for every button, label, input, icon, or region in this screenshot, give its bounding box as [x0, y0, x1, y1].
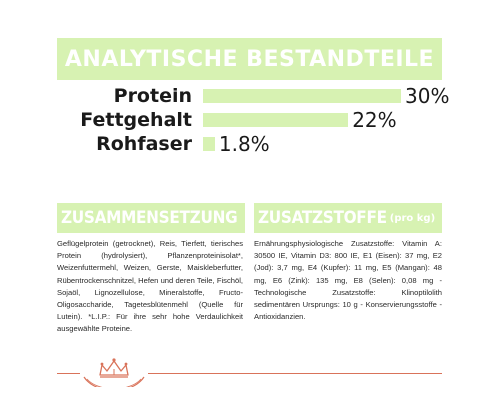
composition-text: Geflügelprotein (getrocknet), Reis, Tier… — [57, 239, 243, 334]
nutrient-value: 30% — [405, 84, 450, 108]
nutrient-label: Rohfaser — [96, 133, 192, 155]
nutrient-row-rohfaser: Rohfaser 1.8% — [0, 131, 500, 157]
nutrient-row-protein: Protein 30% — [0, 83, 500, 109]
nutrient-value: 1.8% — [218, 132, 270, 156]
additives-heading: ZUSATZSTOFFE (pro kg) — [254, 203, 442, 233]
additives-text: Ernährungsphysiologische Zusatzstoffe: V… — [254, 239, 442, 322]
additives-title-unit: (pro kg) — [389, 212, 436, 224]
nutrient-label: Protein — [113, 85, 192, 107]
section-title: ANALYTISCHE BESTANDTEILE — [64, 46, 435, 72]
nutrient-value: 22% — [352, 108, 397, 132]
nutrient-label: Fettgehalt — [80, 109, 192, 131]
composition-title: ZUSAMMENSETZUNG — [61, 208, 238, 228]
crown-logo-icon — [83, 358, 145, 387]
title-banner: ANALYTISCHE BESTANDTEILE — [57, 38, 442, 80]
footer-line-left — [57, 373, 80, 374]
nutrient-bar — [203, 113, 349, 127]
footer-line-right — [148, 373, 442, 374]
composition-heading: ZUSAMMENSETZUNG — [57, 203, 245, 233]
nutrient-bar — [203, 89, 401, 103]
nutrient-bar — [203, 137, 215, 151]
additives-title: ZUSATZSTOFFE — [258, 208, 387, 228]
nutrient-row-fettgehalt: Fettgehalt 22% — [0, 107, 500, 133]
